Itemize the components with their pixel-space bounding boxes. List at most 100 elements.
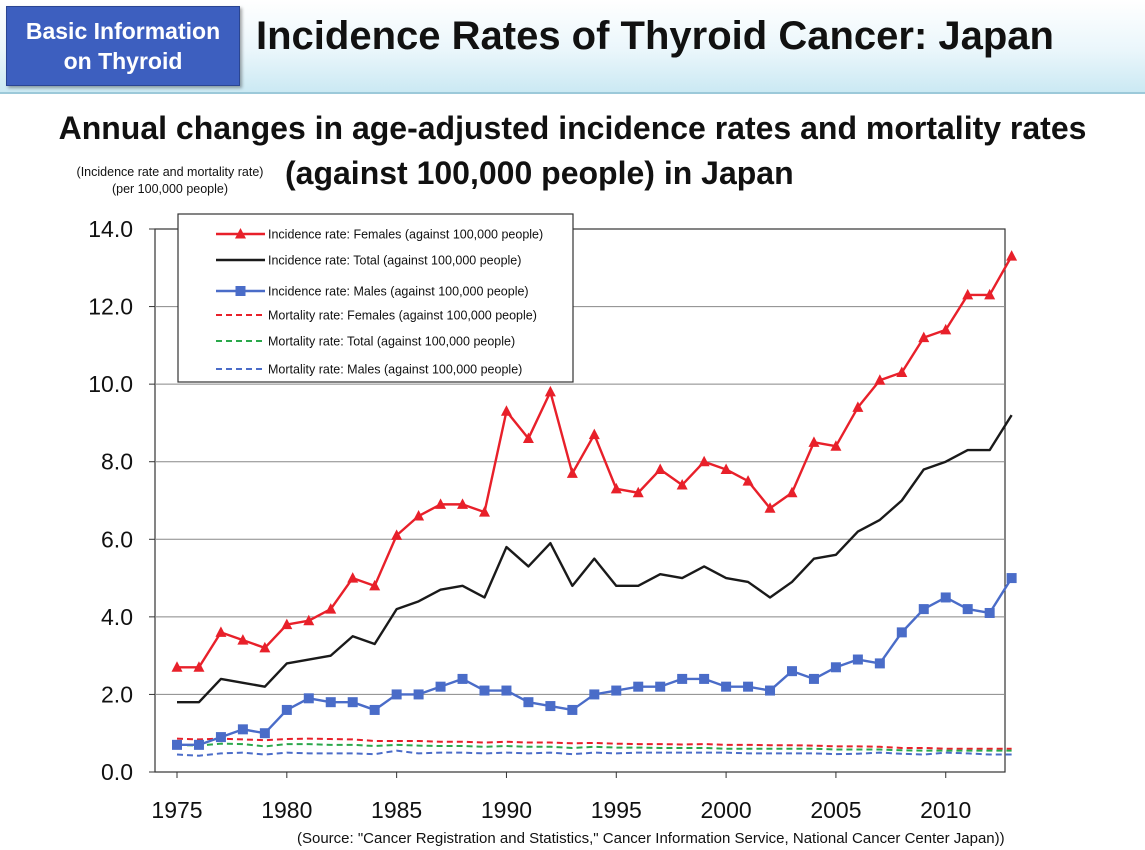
y-tick-label: 6.0	[101, 526, 133, 552]
plot-frame	[154, 228, 1006, 773]
series-line-3	[176, 737, 1012, 750]
data-point-triangle	[413, 510, 425, 521]
data-point-square	[172, 739, 182, 750]
data-point-triangle	[742, 475, 754, 486]
data-point-triangle	[808, 436, 820, 447]
data-point-square	[545, 701, 556, 712]
legend-marker-triangle	[235, 228, 246, 239]
data-point-triangle	[852, 401, 864, 412]
data-point-square	[435, 681, 446, 692]
data-point-square	[281, 704, 292, 715]
y-axis-unit-line-1: (Incidence rate and mortality rate)	[76, 165, 264, 179]
data-point-square	[193, 739, 204, 750]
data-point-triangle	[984, 288, 996, 300]
data-point-triangle	[962, 288, 974, 300]
series-line-4	[176, 742, 1012, 752]
data-point-triangle	[610, 482, 622, 494]
data-point-triangle	[1006, 250, 1018, 261]
data-point-triangle	[391, 529, 403, 540]
data-point-triangle	[281, 618, 293, 630]
data-point-triangle	[786, 486, 798, 498]
data-point-square	[940, 592, 951, 603]
legend-label-0: Incidence rate: Females (against 100,000…	[268, 228, 543, 242]
legend-label-2: Incidence rate: Males (against 100,000 p…	[268, 285, 529, 299]
x-tick-label: 2010	[920, 797, 971, 823]
data-point-square	[874, 658, 885, 669]
data-point-square	[567, 704, 578, 715]
data-point-triangle	[215, 626, 227, 637]
data-point-square	[215, 732, 226, 743]
data-point-triangle	[478, 506, 490, 517]
data-point-triangle	[237, 634, 249, 645]
data-point-triangle	[435, 498, 447, 509]
x-tick-label: 2000	[701, 797, 752, 823]
data-point-square	[699, 673, 710, 684]
badge-line-2: on Thyroid	[63, 48, 183, 74]
data-point-triangle	[303, 614, 315, 626]
data-point-triangle	[522, 432, 534, 443]
chart-subtitle-line-1: Annual changes in age-adjusted incidence…	[58, 110, 1087, 146]
legend-marker-square	[235, 286, 246, 296]
series-line-1	[177, 414, 1013, 704]
data-point-square	[918, 604, 929, 615]
x-tick-label: 2005	[810, 797, 861, 823]
data-point-square	[391, 689, 402, 700]
legend-label-4: Mortality rate: Total (against 100,000 p…	[268, 335, 515, 349]
x-tick-label: 1980	[261, 797, 312, 823]
data-point-square	[786, 666, 797, 677]
data-point-triangle	[347, 572, 359, 583]
x-tick-label: 1985	[371, 797, 422, 823]
y-axis-unit-line-2: (per 100,000 people)	[111, 182, 229, 196]
data-point-square	[677, 673, 688, 684]
y-tick-label: 4.0	[101, 604, 133, 630]
data-point-square	[721, 681, 732, 692]
data-point-square	[259, 728, 270, 739]
badge-line-1: Basic Information	[25, 18, 221, 44]
data-point-square	[237, 724, 248, 735]
data-point-square	[611, 685, 622, 696]
data-point-triangle	[500, 405, 512, 416]
x-tick-label: 1995	[591, 797, 642, 823]
data-point-triangle	[259, 641, 271, 653]
data-point-triangle	[588, 428, 600, 440]
y-tick-label: 14.0	[88, 216, 133, 242]
legend-label-3: Mortality rate: Females (against 100,000…	[268, 309, 537, 323]
data-point-square	[743, 681, 754, 692]
data-point-square	[655, 681, 666, 692]
data-point-square	[830, 662, 841, 673]
data-point-triangle	[676, 478, 688, 490]
legend-box	[177, 213, 574, 383]
data-point-triangle	[171, 661, 183, 672]
category-badge: Basic Information on Thyroid	[6, 6, 240, 86]
data-point-triangle	[874, 374, 886, 385]
data-point-triangle	[940, 323, 952, 335]
legend-label-5: Mortality rate: Males (against 100,000 p…	[268, 363, 522, 377]
data-point-triangle	[698, 455, 710, 467]
data-point-square	[984, 607, 995, 618]
data-point-square	[457, 673, 468, 684]
y-axis-unit-label: (Incidence rate and mortality rate) (per…	[40, 164, 300, 198]
x-tick-label: 1975	[151, 797, 202, 823]
data-point-square	[1006, 573, 1017, 584]
data-point-triangle	[632, 486, 644, 498]
data-point-triangle	[544, 385, 556, 397]
data-point-triangle	[896, 366, 908, 378]
data-point-triangle	[369, 579, 381, 591]
data-point-square	[479, 685, 490, 696]
data-point-triangle	[830, 440, 842, 451]
data-point-triangle	[193, 661, 205, 672]
data-point-square	[808, 673, 819, 684]
y-tick-label: 12.0	[88, 294, 133, 320]
y-tick-label: 2.0	[101, 681, 133, 707]
data-point-square	[765, 685, 776, 696]
data-point-triangle	[654, 463, 666, 474]
data-point-square	[347, 697, 358, 708]
page-title: Incidence Rates of Thyroid Cancer: Japan	[256, 14, 1054, 58]
data-point-square	[589, 689, 600, 700]
data-point-triangle	[325, 603, 337, 614]
legend-label-1: Incidence rate: Total (against 100,000 p…	[268, 254, 521, 268]
data-point-square	[369, 704, 380, 715]
header-band: Basic Information on Thyroid Incidence R…	[0, 0, 1145, 94]
data-point-square	[413, 689, 424, 700]
series-line-5	[176, 749, 1012, 757]
